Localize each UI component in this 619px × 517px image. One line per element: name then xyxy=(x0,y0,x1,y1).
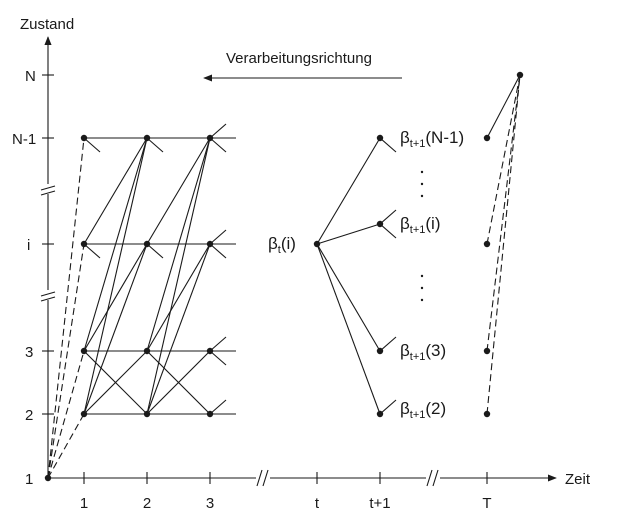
y-axis-title: Zustand xyxy=(20,16,74,33)
y-tick-label-i: i xyxy=(27,237,30,254)
x-tick-label-3: 3 xyxy=(206,495,214,512)
x-tick-label-t: t xyxy=(315,495,320,512)
x-tick-label-2: 2 xyxy=(143,495,151,512)
x-tick-label-T: T xyxy=(482,495,491,512)
x-tick-label-1: 1 xyxy=(80,495,88,512)
x-axis-title: Zeit xyxy=(565,471,591,488)
trellis-transitions-1-2 xyxy=(83,137,148,415)
beta-next-label-2: βt+1(2) xyxy=(400,399,446,421)
x-axis-break-left xyxy=(256,469,270,487)
end-dashed-edges xyxy=(486,74,521,415)
y-tick-label-3: 3 xyxy=(25,344,33,361)
x-tick-marks xyxy=(83,472,488,484)
beta-fan-edges xyxy=(316,137,381,415)
end-solid-edge xyxy=(486,74,521,139)
trellis-nodes xyxy=(44,134,214,482)
ellipsis-lower xyxy=(420,274,424,302)
y-axis-break-lower xyxy=(40,290,56,302)
y-tick-marks xyxy=(42,74,54,415)
beta-next-label-i: βt+1(i) xyxy=(400,214,441,236)
y-tick-label-N: N xyxy=(25,68,36,85)
start-dashed-edges xyxy=(47,137,85,479)
x-tick-label-t-plus-1: t+1 xyxy=(369,495,390,512)
x-axis-break-right xyxy=(426,469,440,487)
trellis-stubs xyxy=(83,123,227,415)
trellis-transitions-2-3 xyxy=(146,137,211,415)
beta-t-label: βt(i) xyxy=(268,234,296,256)
beta-next-stubs xyxy=(379,137,397,415)
y-axis-break-upper xyxy=(40,184,56,196)
beta-next-label-3: βt+1(3) xyxy=(400,341,446,363)
y-tick-label-2: 2 xyxy=(25,407,33,424)
end-nodes xyxy=(483,71,524,418)
beta-nodes xyxy=(313,134,384,418)
trellis-horizontal-lines xyxy=(84,137,236,415)
y-tick-label-1: 1 xyxy=(25,471,33,488)
y-tick-label-N-1: N-1 xyxy=(12,131,36,148)
beta-next-label-N-1: βt+1(N-1) xyxy=(400,128,464,150)
direction-label: Verarbeitungsrichtung xyxy=(226,50,372,67)
ellipsis-upper xyxy=(420,170,424,198)
